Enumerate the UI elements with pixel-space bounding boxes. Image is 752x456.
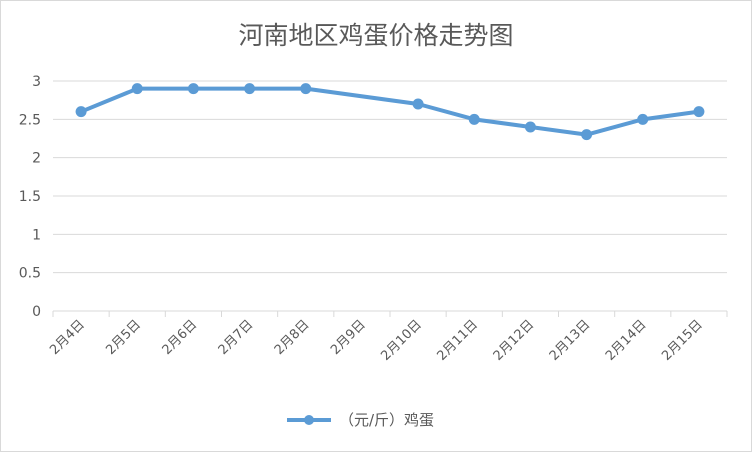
data-point [187, 83, 199, 95]
y-tick-label: 2.5 [19, 112, 41, 128]
data-point [468, 113, 480, 125]
x-tick-label: 2月6日 [160, 317, 201, 358]
data-point [244, 83, 256, 95]
x-axis-ticks: 2月4日 2月5日 2月6日 2月7日 2月8日 2月9日 2月10日 2月11日 2月12日 2… [47, 311, 728, 364]
y-tick-label: 0 [32, 304, 41, 320]
legend-label: （元/斤）鸡蛋 [339, 411, 434, 429]
legend: （元/斤）鸡蛋 [287, 411, 434, 429]
x-tick-label: 2月15日 [659, 317, 706, 364]
y-tick-label: 3 [32, 74, 41, 90]
x-tick-label: 2月11日 [435, 317, 482, 364]
data-point [693, 106, 705, 118]
x-tick-label: 2月7日 [216, 317, 257, 358]
y-tick-label: 0.5 [19, 266, 41, 282]
y-tick-label: 1.5 [19, 189, 41, 205]
x-tick-label: 2月14日 [603, 317, 650, 364]
chart-title: 河南地区鸡蛋价格走势图 [238, 21, 513, 50]
data-point [581, 129, 593, 141]
data-point [637, 113, 649, 125]
series-line [79, 86, 701, 137]
x-tick-label: 2月5日 [103, 317, 144, 358]
x-tick-label: 2月4日 [47, 317, 88, 358]
gridlines [53, 80, 727, 312]
x-tick-label: 2月9日 [328, 317, 369, 358]
y-tick-label: 1 [32, 227, 41, 243]
x-tick-label: 2月12日 [491, 317, 538, 364]
x-tick-label: 2月13日 [547, 317, 594, 364]
data-point [300, 83, 312, 95]
data-point [412, 98, 424, 110]
y-axis-ticks: 0 0.5 1 1.5 2 2.5 3 [19, 74, 41, 320]
series-layer [75, 83, 705, 141]
y-tick-label: 2 [32, 151, 41, 167]
x-tick-label: 2月10日 [378, 317, 425, 364]
x-tick-label: 2月8日 [272, 317, 313, 358]
data-point [131, 83, 143, 95]
legend-marker [304, 415, 314, 425]
data-point [524, 121, 536, 133]
data-point [75, 106, 87, 118]
